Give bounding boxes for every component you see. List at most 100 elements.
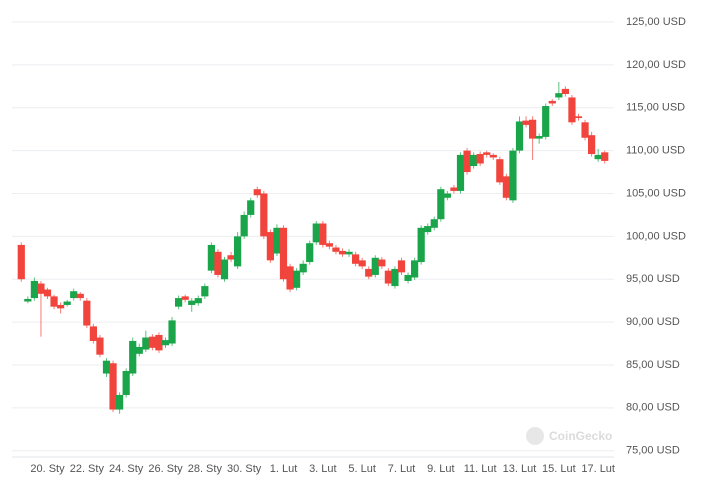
candle-body xyxy=(201,286,209,297)
x-tick-label: 26. Sty xyxy=(148,463,183,475)
x-tick-label: 13. Lut xyxy=(503,463,537,475)
candle-body xyxy=(240,214,248,237)
x-tick-label: 30. Sty xyxy=(227,463,262,475)
candle-body xyxy=(371,257,379,275)
candle-body xyxy=(548,100,556,104)
y-tick-label: 125,00 USD xyxy=(626,16,686,28)
y-tick-label: 85,00 USD xyxy=(626,359,680,371)
x-tick-label: 5. Lut xyxy=(348,463,376,475)
candle-body xyxy=(50,296,58,307)
candle-body xyxy=(109,363,117,410)
candle-body xyxy=(76,293,84,299)
candle-body xyxy=(96,337,104,355)
candle-body xyxy=(470,154,478,167)
candle-body xyxy=(456,154,465,191)
candle-body xyxy=(148,336,156,348)
candle-body xyxy=(522,120,530,125)
candle-body xyxy=(515,121,524,151)
y-tick-label: 80,00 USD xyxy=(626,402,680,414)
candle-body xyxy=(601,152,609,161)
candle-body xyxy=(37,283,45,294)
candle-body xyxy=(122,370,130,395)
candle-body xyxy=(181,296,189,300)
candle-body xyxy=(365,268,373,277)
candle-body xyxy=(24,298,32,302)
candle-body xyxy=(279,227,288,280)
candle-body xyxy=(358,260,366,267)
candle-body xyxy=(581,122,589,138)
candle-body xyxy=(384,270,392,284)
candle-body xyxy=(319,223,327,245)
candle-body xyxy=(332,247,340,252)
candle-body xyxy=(168,320,176,344)
x-tick-label: 7. Lut xyxy=(388,463,416,475)
candle-body xyxy=(325,243,333,247)
x-tick-label: 28. Sty xyxy=(188,463,223,475)
y-tick-label: 105,00 USD xyxy=(626,187,686,199)
candle-body xyxy=(437,189,445,220)
candle-body xyxy=(116,394,124,410)
candle-body xyxy=(443,193,451,198)
candle-body xyxy=(175,298,183,307)
candle-body xyxy=(561,88,569,95)
candle-body xyxy=(266,232,274,261)
candle-body xyxy=(194,298,202,304)
y-tick-label: 110,00 USD xyxy=(626,145,685,157)
x-tick-label: 11. Lut xyxy=(464,463,497,475)
y-tick-label: 90,00 USD xyxy=(626,316,680,328)
candle-body xyxy=(476,154,484,164)
candle-body xyxy=(89,326,97,341)
candle-body xyxy=(214,251,222,275)
candle-body xyxy=(273,227,281,254)
candle-body xyxy=(594,154,602,160)
candle-body xyxy=(102,360,111,374)
y-tick-label: 120,00 USD xyxy=(626,59,686,71)
candle-body xyxy=(588,135,596,155)
candle-body xyxy=(502,176,510,198)
x-tick-label: 3. Lut xyxy=(309,463,337,475)
candle-body xyxy=(535,136,543,139)
y-tick-label: 115,00 USD xyxy=(626,102,685,114)
candle-body xyxy=(63,301,71,305)
y-tick-label: 75,00 USD xyxy=(626,445,680,457)
candle-body xyxy=(430,219,438,228)
candle-body xyxy=(70,291,78,299)
candle-body xyxy=(293,270,301,288)
candle-body xyxy=(463,150,471,173)
candle-body xyxy=(247,200,255,215)
candle-body xyxy=(450,187,458,191)
candle-body xyxy=(489,154,497,158)
candle-body xyxy=(135,346,143,354)
candle-body xyxy=(155,334,163,351)
watermark: CoinGecko xyxy=(526,427,612,445)
candle-body xyxy=(568,97,576,123)
candle-body xyxy=(555,93,563,98)
x-tick-label: 20. Sty xyxy=(30,463,65,475)
candle-body xyxy=(188,300,196,305)
x-tick-label: 15. Lut xyxy=(542,463,576,475)
x-tick-label: 9. Lut xyxy=(427,463,455,475)
candle-body xyxy=(227,255,235,260)
candle-body xyxy=(142,337,150,350)
candle-body xyxy=(542,106,550,137)
candle-body xyxy=(424,226,432,233)
candle-body xyxy=(529,119,537,139)
candle-body xyxy=(391,268,399,287)
candle-body xyxy=(397,260,406,273)
y-tick-label: 100,00 USD xyxy=(626,230,686,242)
candle-body xyxy=(483,152,491,155)
x-tick-label: 24. Sty xyxy=(109,463,144,475)
candle-body xyxy=(253,189,261,196)
candle-body xyxy=(378,259,386,267)
candle-body xyxy=(286,266,294,290)
x-tick-label: 22. Sty xyxy=(70,463,105,475)
x-tick-label: 1. Lut xyxy=(270,463,298,475)
candle-body xyxy=(83,300,91,326)
candle-body xyxy=(404,274,412,281)
candle-body xyxy=(338,250,347,255)
y-tick-label: 95,00 USD xyxy=(626,273,680,285)
candle-body xyxy=(299,263,307,273)
candle-body xyxy=(30,280,38,299)
candle-body xyxy=(417,227,425,263)
candle-body xyxy=(43,289,52,297)
